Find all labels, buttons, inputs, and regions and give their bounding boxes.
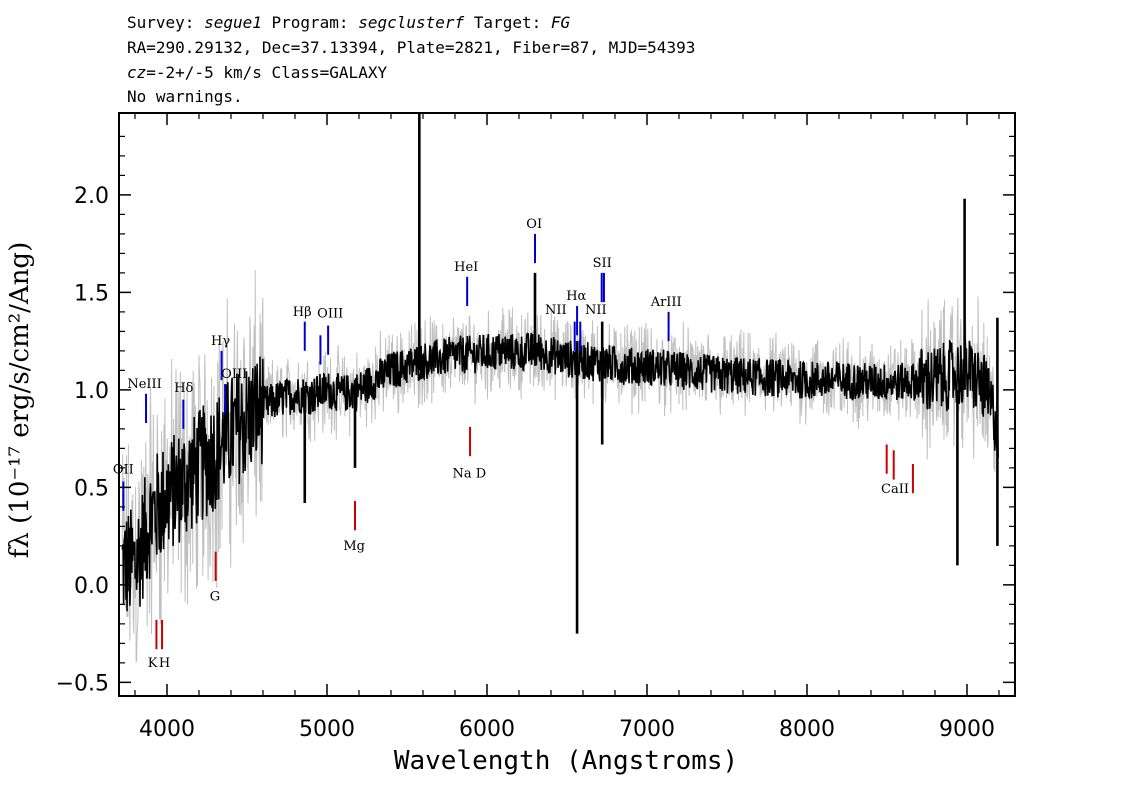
y-tick-label: −0.5 [56,671,109,696]
line-label: NII [545,303,567,318]
header-line-2: RA=290.29132, Dec=37.13394, Plate=2821, … [127,38,696,57]
line-label: Mg [343,539,365,554]
x-tick-label: 5000 [299,717,355,742]
line-label: OII [113,463,134,478]
y-tick-label: 1.0 [74,379,109,404]
line-label: Hγ [211,334,230,349]
line-label: Hδ [174,381,193,396]
noise-band [121,269,999,663]
line-label: G [210,589,220,604]
noise-path [121,269,999,663]
redshift-class: =-2+/-5 km/s Class=GALAXY [146,63,388,82]
x-tick-label: 4000 [139,717,195,742]
header-line-3: cz=-2+/-5 km/s Class=GALAXY [127,62,387,84]
target-value: FG [550,13,571,32]
line-label: Na D [453,467,487,482]
y-tick-label: 2.0 [74,184,109,209]
axis-ticks: 4000 5000 6000 7000 8000 9000 −0.5 0.0 0.5 1.0 1.5… [56,113,1015,742]
line-label: Hα [566,289,586,304]
program-value: segclusterf [358,13,465,32]
target-label: Target: [464,13,551,32]
header-line-1: Survey: segue1 Program: segclusterf Targ… [127,12,570,34]
line-label: OI [526,217,542,232]
y-tick-label: 1.5 [74,281,109,306]
survey-label: Survey: [127,13,205,32]
x-axis-label: Wavelength (Angstroms) [393,746,739,776]
x-tick-label: 7000 [619,717,675,742]
line-markers [122,233,914,650]
survey-value: segue1 [204,13,262,32]
cz-symbol: cz [127,63,147,82]
line-label: CaII [881,482,909,497]
line-label: SII [593,256,612,271]
line-label: Hβ [293,305,312,320]
y-tick-label: 0.0 [74,574,109,599]
line-label: OIII [221,367,247,382]
x-tick-label: 6000 [459,717,515,742]
line-label: K [148,656,158,671]
line-label: ArIII [650,295,682,310]
spectrum-series [121,113,999,634]
y-tick-label: 0.5 [74,476,109,501]
line-label: HeI [454,260,478,275]
line-label: NII [585,303,607,318]
line-label: OIII [317,307,343,322]
y-axis-label: fλ (10⁻¹⁷ erg/s/cm²/Ang) [5,241,35,559]
x-tick-label: 9000 [939,717,995,742]
header-line-4: No warnings. [127,87,243,106]
plot-frame [118,112,1016,697]
spectrum-path [121,332,999,612]
program-label: Program: [261,13,359,32]
x-tick-label: 8000 [779,717,835,742]
line-label: NeIII [127,377,161,392]
line-label: H [159,656,170,671]
